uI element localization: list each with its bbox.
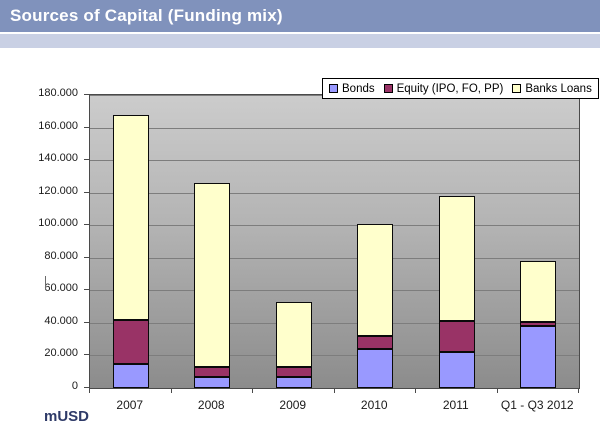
gridline: [90, 127, 579, 129]
x-category-label: 2011: [442, 398, 469, 412]
bar-segment: [438, 352, 475, 388]
gridline: [90, 225, 579, 227]
x-tick-mark: [89, 388, 90, 393]
x-tick-mark: [170, 388, 172, 393]
gridline: [90, 290, 579, 292]
x-tick-mark: [333, 388, 335, 393]
legend-item: Equity (IPO, FO, PP): [383, 82, 504, 95]
legend: Bonds Equity (IPO, FO, PP) Banks Loans: [322, 78, 599, 99]
y-tick-label: 120.000: [38, 184, 78, 197]
y-tick-mark: [84, 289, 89, 291]
y-tick-mark: [84, 354, 89, 356]
legend-label: Bonds: [342, 82, 375, 95]
bar-segment: [357, 336, 394, 349]
legend-item: Banks Loans: [512, 83, 592, 95]
x-tick-mark: [496, 388, 498, 393]
y-tick-label: 160.000: [38, 119, 78, 132]
unit-label: mUSD: [44, 408, 90, 425]
bar-segment: [194, 367, 231, 377]
bar-segment: [357, 349, 394, 388]
bar-segment: [275, 377, 312, 388]
legend-swatch-icon: [383, 84, 393, 93]
bar-segment: [194, 377, 231, 388]
x-tick-mark: [578, 388, 579, 393]
x-tick-mark: [252, 388, 253, 393]
legend-item: Bonds: [329, 83, 375, 95]
y-tick-mark: [84, 321, 89, 323]
y-tick-mark: [84, 387, 89, 388]
header-accent-strip: [0, 34, 600, 48]
y-tick-mark: [84, 94, 89, 95]
bar-segment: [438, 196, 475, 321]
bar-segment: [112, 115, 149, 320]
y-tick-mark: [84, 224, 89, 226]
y-tick-label: 100.000: [38, 217, 78, 230]
bar-segment: [194, 183, 231, 367]
y-tick-mark: [84, 126, 89, 128]
bar-segment: [520, 322, 557, 326]
x-category-label: Q1 - Q3 2012: [500, 398, 574, 412]
legend-label: Banks Loans: [525, 82, 592, 95]
gridline: [90, 160, 579, 162]
y-tick-mark: [84, 256, 89, 258]
gridline: [90, 192, 579, 194]
legend-swatch-icon: [512, 84, 522, 93]
bar-segment: [357, 224, 394, 336]
slide-header-bar: Sources of Capital (Funding mix): [0, 0, 600, 32]
bar-segment: [275, 367, 312, 377]
x-category-label: 2010: [360, 398, 388, 412]
x-category-label: 2008: [197, 398, 225, 412]
bar-segment: [520, 261, 557, 322]
y-tick-mark: [84, 191, 89, 193]
bar-segment: [438, 321, 475, 352]
y-tick-label: 20.000: [44, 347, 78, 360]
bar-segment: [275, 302, 312, 367]
bar-segment: [112, 320, 149, 364]
bar-segment: [520, 326, 557, 388]
y-tick-label: 180.000: [38, 87, 78, 99]
y-tick-label: 80.000: [44, 249, 78, 262]
y-tick-label: 60.000: [44, 282, 78, 295]
x-category-label: 2009: [279, 398, 307, 412]
page-title: Sources of Capital (Funding mix): [10, 6, 283, 25]
gridline: [90, 322, 579, 324]
x-tick-mark: [415, 388, 416, 393]
plot-area: [89, 94, 580, 389]
y-tick-mark: [84, 159, 89, 161]
gridline: [90, 257, 579, 259]
legend-label: Equity (IPO, FO, PP): [396, 82, 504, 95]
bar-segment: [112, 364, 149, 388]
gridline: [90, 355, 579, 357]
y-tick-label: 140.000: [38, 152, 78, 165]
legend-swatch-icon: [329, 84, 338, 93]
text-cursor-artifact: [45, 276, 46, 290]
y-tick-label: 0: [71, 380, 78, 392]
x-category-label: 2007: [116, 398, 144, 412]
y-tick-label: 40.000: [44, 314, 78, 327]
